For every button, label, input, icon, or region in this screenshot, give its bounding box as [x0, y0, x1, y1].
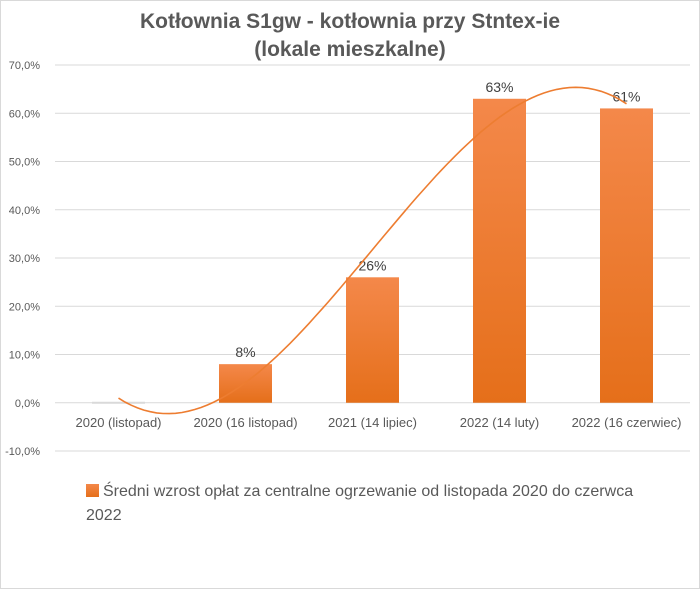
chart-title-line2: (lokale mieszkalne) — [254, 38, 446, 61]
chart-title: Kotłownia S1gw - kotłownia przy Stntex-i… — [0, 8, 700, 64]
y-tick-label: 10,0% — [9, 350, 40, 362]
legend-swatch — [86, 484, 99, 497]
bar — [92, 401, 145, 404]
y-tick-label: 70,0% — [9, 60, 40, 72]
category-label: 2022 (16 czerwiec) — [572, 415, 682, 430]
chart-legend: Średni wzrost opłat za centralne ogrzewa… — [86, 480, 666, 528]
bar — [600, 108, 653, 403]
chart-title-line1: Kotłownia S1gw - kotłownia przy Stntex-i… — [139, 10, 561, 33]
category-label: 2022 (14 luty) — [460, 415, 540, 430]
bar — [346, 277, 399, 403]
bar — [473, 98, 526, 403]
y-tick-label: -10,0% — [5, 446, 40, 458]
category-label: 2020 (listopad) — [76, 415, 162, 430]
legend-label: Średni wzrost opłat za centralne ogrzewa… — [86, 483, 634, 524]
data-label: 8% — [235, 344, 255, 360]
data-label: 61% — [612, 88, 640, 104]
y-tick-label: 20,0% — [9, 301, 40, 313]
data-label: 26% — [358, 257, 386, 273]
y-tick-label: 30,0% — [9, 253, 40, 265]
data-label: 63% — [485, 79, 513, 95]
category-label: 2021 (14 lipiec) — [328, 415, 417, 430]
y-tick-label: 50,0% — [9, 157, 40, 169]
category-label: 2020 (16 listopad) — [193, 415, 297, 430]
trendline — [118, 86, 627, 415]
y-tick-label: 0,0% — [15, 398, 40, 410]
y-tick-label: 40,0% — [9, 205, 40, 217]
y-tick-label: 60,0% — [9, 108, 40, 120]
